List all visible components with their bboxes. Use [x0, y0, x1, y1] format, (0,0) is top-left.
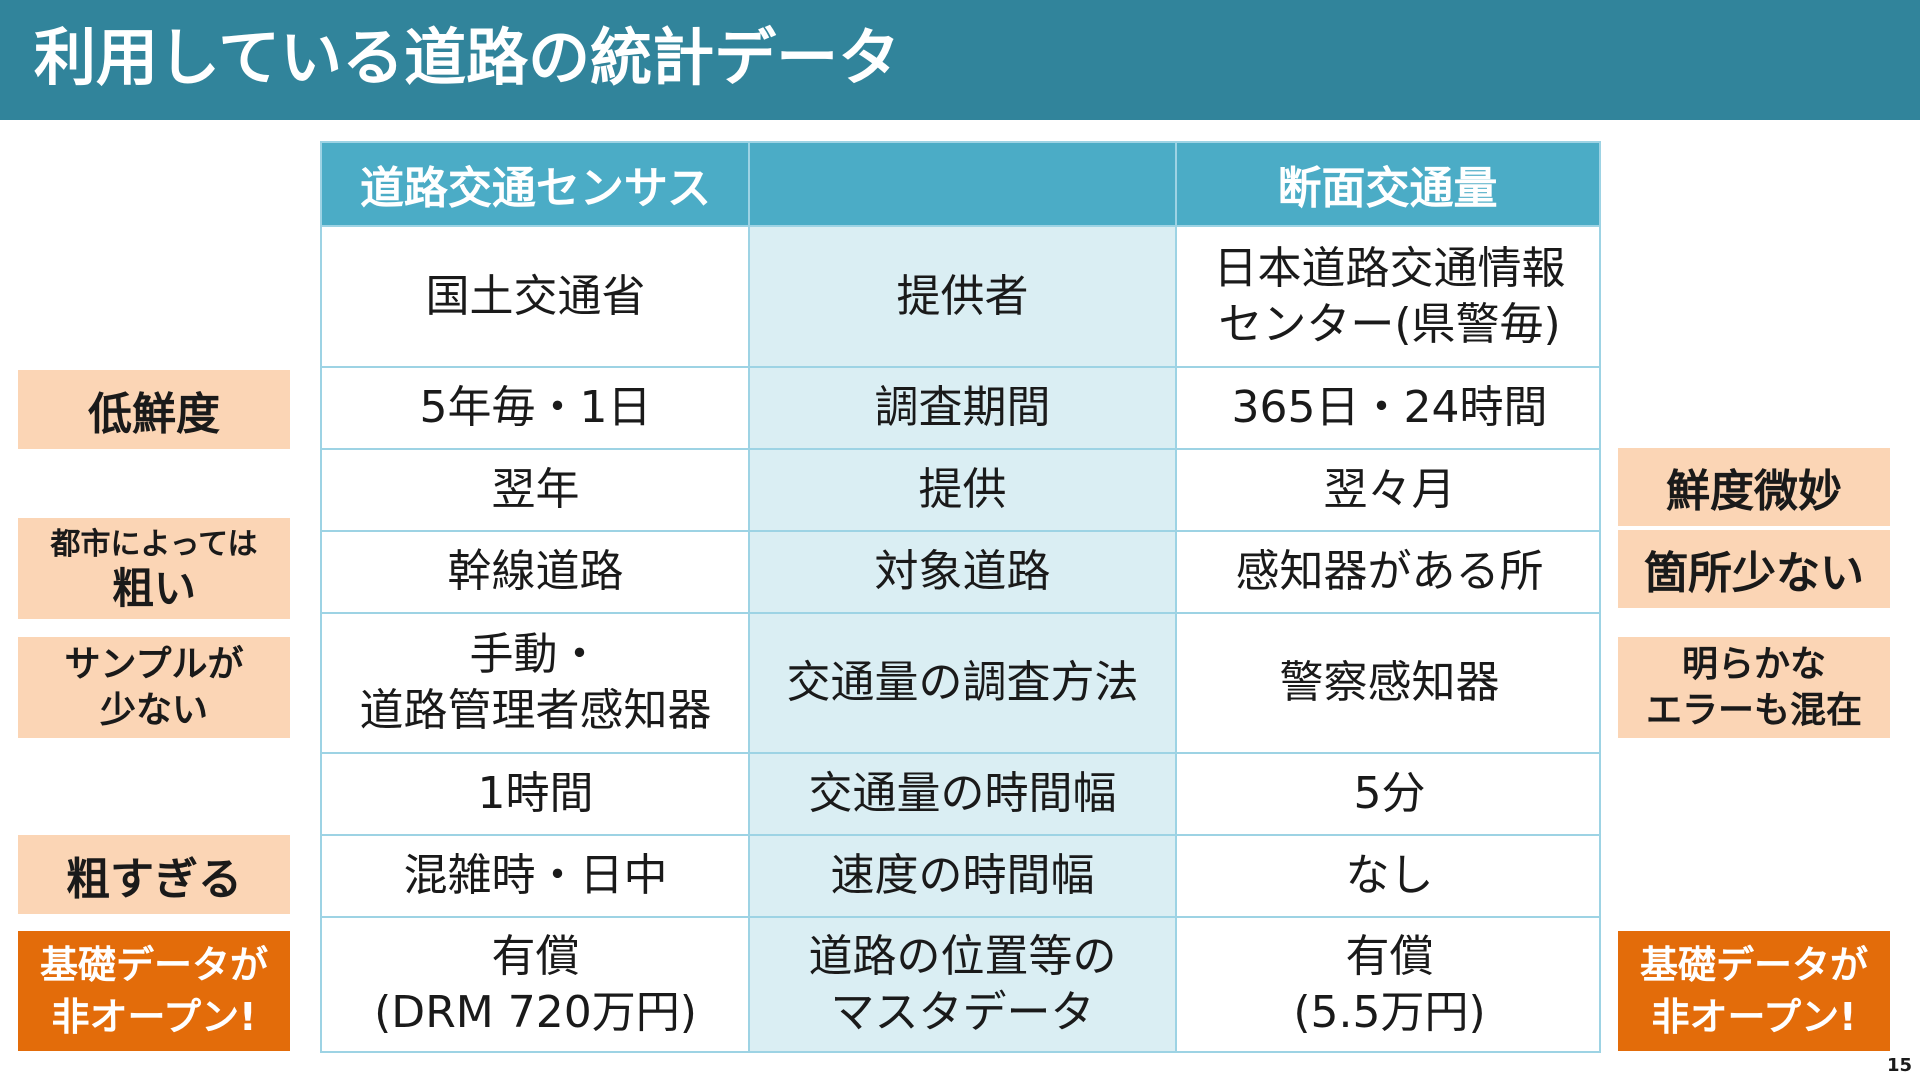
- table-cell: なし: [1345, 850, 1434, 901]
- table-cell: 国土交通省: [425, 270, 646, 322]
- label-few-places: 箇所少ない: [1618, 530, 1890, 608]
- table-cell: 5分: [1353, 768, 1426, 819]
- header-cell-census: 道路交通センサス: [322, 143, 749, 225]
- table-cell: 有償 (DRM 720万円): [374, 930, 697, 1038]
- table-cell: 有償 (5.5万円): [1293, 930, 1486, 1038]
- middle-column-background: [749, 225, 1176, 1051]
- label-data-not-open-left: 基礎データが 非オープン!: [18, 931, 290, 1051]
- label-too-coarse: 粗すぎる: [18, 835, 290, 914]
- table-cell: 5年毎・1日: [419, 382, 652, 433]
- table-cell: 速度の時間幅: [830, 850, 1095, 901]
- header-cell-middle: [749, 143, 1176, 225]
- table-cell: 交通量の時間幅: [808, 768, 1117, 819]
- table-cell: 365日・24時間: [1231, 382, 1548, 433]
- table-row: 1時間 交通量の時間幅 5分: [322, 752, 1599, 834]
- table-cell: 交通量の調査方法: [786, 657, 1139, 708]
- table-cell: 翌年: [491, 464, 580, 515]
- table-row: 有償 (DRM 720万円) 道路の位置等の マスタデータ 有償 (5.5万円): [322, 916, 1599, 1051]
- table-cell: 調査期間: [874, 382, 1051, 433]
- label-coarse-by-city-prefix: 都市によっては: [50, 526, 258, 562]
- table-cell: 道路の位置等の マスタデータ: [808, 930, 1117, 1038]
- label-obvious-errors: 明らかな エラーも混在: [1618, 637, 1890, 738]
- table-cell: 手動・ 道路管理者感知器: [359, 629, 712, 736]
- label-coarse-by-city-main: 粗い: [111, 563, 196, 613]
- table-cell: 幹線道路: [447, 546, 624, 597]
- table-cell: 警察感知器: [1279, 657, 1500, 708]
- page-title: 利用している道路の統計データ: [34, 21, 901, 94]
- table-row: 国土交通省 提供者 日本道路交通情報 センター(県警毎): [322, 225, 1599, 366]
- column-divider: [1175, 143, 1177, 1051]
- table-row: 混雑時・日中 速度の時間幅 なし: [322, 834, 1599, 916]
- label-data-not-open-right: 基礎データが 非オープン!: [1618, 931, 1890, 1051]
- table-row: 手動・ 道路管理者感知器 交通量の調査方法 警察感知器: [322, 612, 1599, 752]
- table-cell: 1時間: [477, 768, 594, 819]
- page-number: 15: [1886, 1055, 1912, 1076]
- table-cell: 対象道路: [874, 546, 1051, 597]
- header-cell-volume: 断面交通量: [1176, 143, 1599, 225]
- table-cell: 翌々月: [1323, 464, 1456, 515]
- table-cell: 提供: [918, 464, 1007, 515]
- table-cell: 提供者: [896, 270, 1029, 322]
- table-row: 翌年 提供 翌々月: [322, 448, 1599, 530]
- table-row: 幹線道路 対象道路 感知器がある所: [322, 530, 1599, 612]
- table-row: 5年毎・1日 調査期間 365日・24時間: [322, 366, 1599, 448]
- comparison-table: 道路交通センサス 断面交通量 国土交通省 提供者 日本道路交通情報 センター(県…: [320, 141, 1601, 1053]
- label-freshness-subtle: 鮮度微妙: [1618, 448, 1890, 526]
- label-low-freshness: 低鮮度: [18, 370, 290, 449]
- label-coarse-by-city: 都市によっては 粗い: [18, 518, 290, 619]
- title-bar: 利用している道路の統計データ: [0, 0, 1920, 120]
- label-few-samples: サンプルが 少ない: [18, 637, 290, 738]
- table-cell: 感知器がある所: [1235, 546, 1544, 597]
- table-cell: 日本道路交通情報 センター(県警毎): [1213, 242, 1566, 350]
- table-cell: 混雑時・日中: [403, 850, 668, 901]
- column-divider: [748, 143, 750, 1051]
